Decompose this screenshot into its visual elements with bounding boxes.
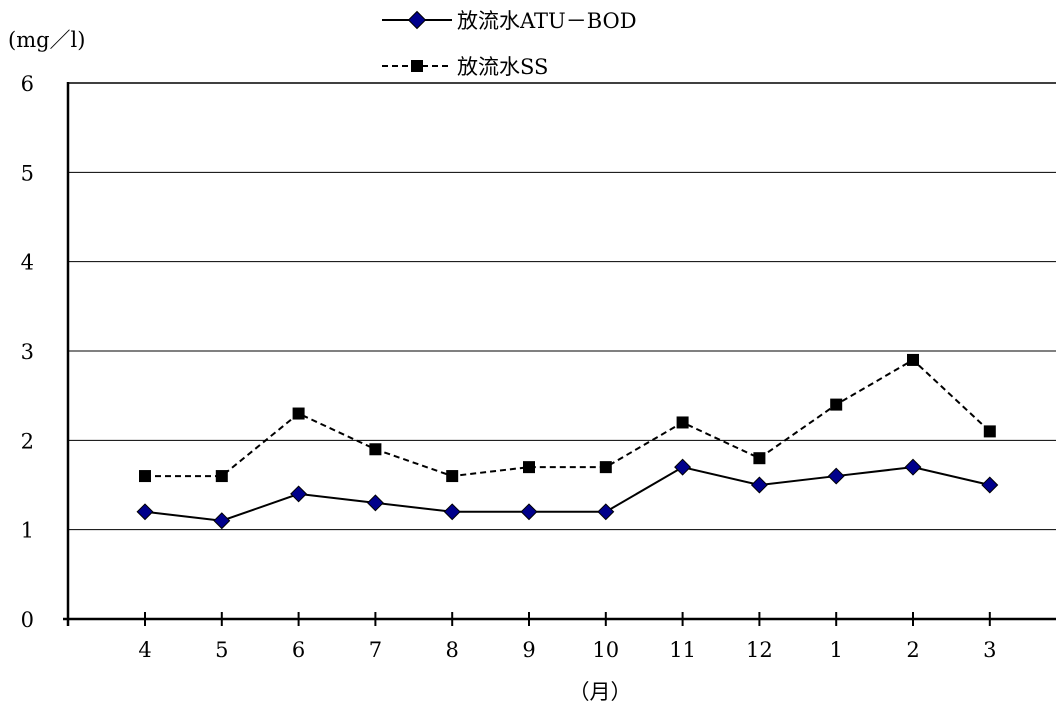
y-tick-label-2: 2 bbox=[21, 429, 34, 453]
series-line-1 bbox=[145, 358, 991, 478]
legend-item-ss: 放流水SS bbox=[382, 55, 548, 79]
data-point-bod-6 bbox=[290, 485, 308, 503]
x-tick-label-7: 7 bbox=[369, 638, 382, 662]
y-axis-label: (mg／l) bbox=[8, 28, 85, 52]
data-point-ss-1 bbox=[830, 398, 843, 411]
y-tick-label-6: 6 bbox=[21, 72, 34, 96]
x-tick-label-12: 12 bbox=[746, 638, 773, 662]
x-axis-label: （月） bbox=[569, 680, 632, 704]
x-tick-label-2: 2 bbox=[906, 638, 919, 662]
series-line-0 bbox=[144, 466, 991, 522]
y-tick-label-5: 5 bbox=[21, 161, 34, 185]
gridlines bbox=[68, 82, 1056, 531]
data-point-bod-9 bbox=[520, 503, 538, 521]
data-point-ss-9 bbox=[523, 461, 535, 474]
legend-label-ss: 放流水SS bbox=[457, 55, 548, 79]
data-point-ss-2 bbox=[907, 353, 919, 366]
data-point-bod-11 bbox=[674, 458, 692, 476]
x-tick-label-8: 8 bbox=[446, 638, 459, 662]
x-tick-label-9: 9 bbox=[522, 638, 535, 662]
data-point-bod-3 bbox=[981, 476, 999, 494]
legend: 放流水ATU－BOD 放流水SS bbox=[382, 9, 637, 79]
data-point-ss-12 bbox=[753, 452, 766, 465]
data-point-bod-10 bbox=[597, 503, 615, 521]
data-point-ss-7 bbox=[369, 443, 382, 456]
data-point-bod-4 bbox=[136, 503, 154, 521]
x-tick-label-6: 6 bbox=[292, 638, 305, 662]
y-tick-label-4: 4 bbox=[21, 251, 34, 275]
y-tick-labels: 0 1 2 3 4 5 6 bbox=[21, 72, 34, 632]
data-point-ss-10 bbox=[599, 461, 612, 474]
x-tick-label-10: 10 bbox=[592, 638, 619, 662]
axes bbox=[63, 82, 1056, 626]
legend-item-bod: 放流水ATU－BOD bbox=[382, 9, 637, 33]
y-tick-label-0: 0 bbox=[21, 608, 34, 632]
y-tick-label-1: 1 bbox=[21, 519, 34, 543]
data-point-ss-5 bbox=[215, 470, 228, 483]
x-tick-label-1: 1 bbox=[830, 638, 843, 662]
legend-marker-ss bbox=[411, 60, 423, 72]
data-point-bod-2 bbox=[904, 458, 922, 476]
x-tick-labels: 4 5 6 7 8 9 10 11 12 1 2 3 bbox=[138, 638, 996, 662]
x-tick-label-5: 5 bbox=[215, 638, 228, 662]
x-tick-label-3: 3 bbox=[983, 638, 996, 662]
data-point-bod-1 bbox=[827, 467, 845, 485]
data-point-ss-4 bbox=[139, 470, 151, 483]
legend-label-bod: 放流水ATU－BOD bbox=[457, 9, 637, 33]
data-point-bod-7 bbox=[366, 494, 384, 512]
series-layer bbox=[136, 353, 999, 530]
data-point-ss-11 bbox=[676, 416, 689, 429]
legend-marker-bod bbox=[407, 10, 427, 30]
data-point-ss-3 bbox=[983, 425, 996, 438]
y-tick-label-3: 3 bbox=[21, 340, 34, 364]
data-point-bod-12 bbox=[750, 476, 768, 494]
data-point-bod-8 bbox=[443, 503, 461, 521]
data-point-ss-6 bbox=[292, 407, 305, 420]
x-tick-label-11: 11 bbox=[669, 638, 696, 662]
data-point-bod-5 bbox=[213, 512, 231, 530]
x-tick-label-4: 4 bbox=[138, 638, 151, 662]
data-point-ss-8 bbox=[446, 470, 459, 483]
